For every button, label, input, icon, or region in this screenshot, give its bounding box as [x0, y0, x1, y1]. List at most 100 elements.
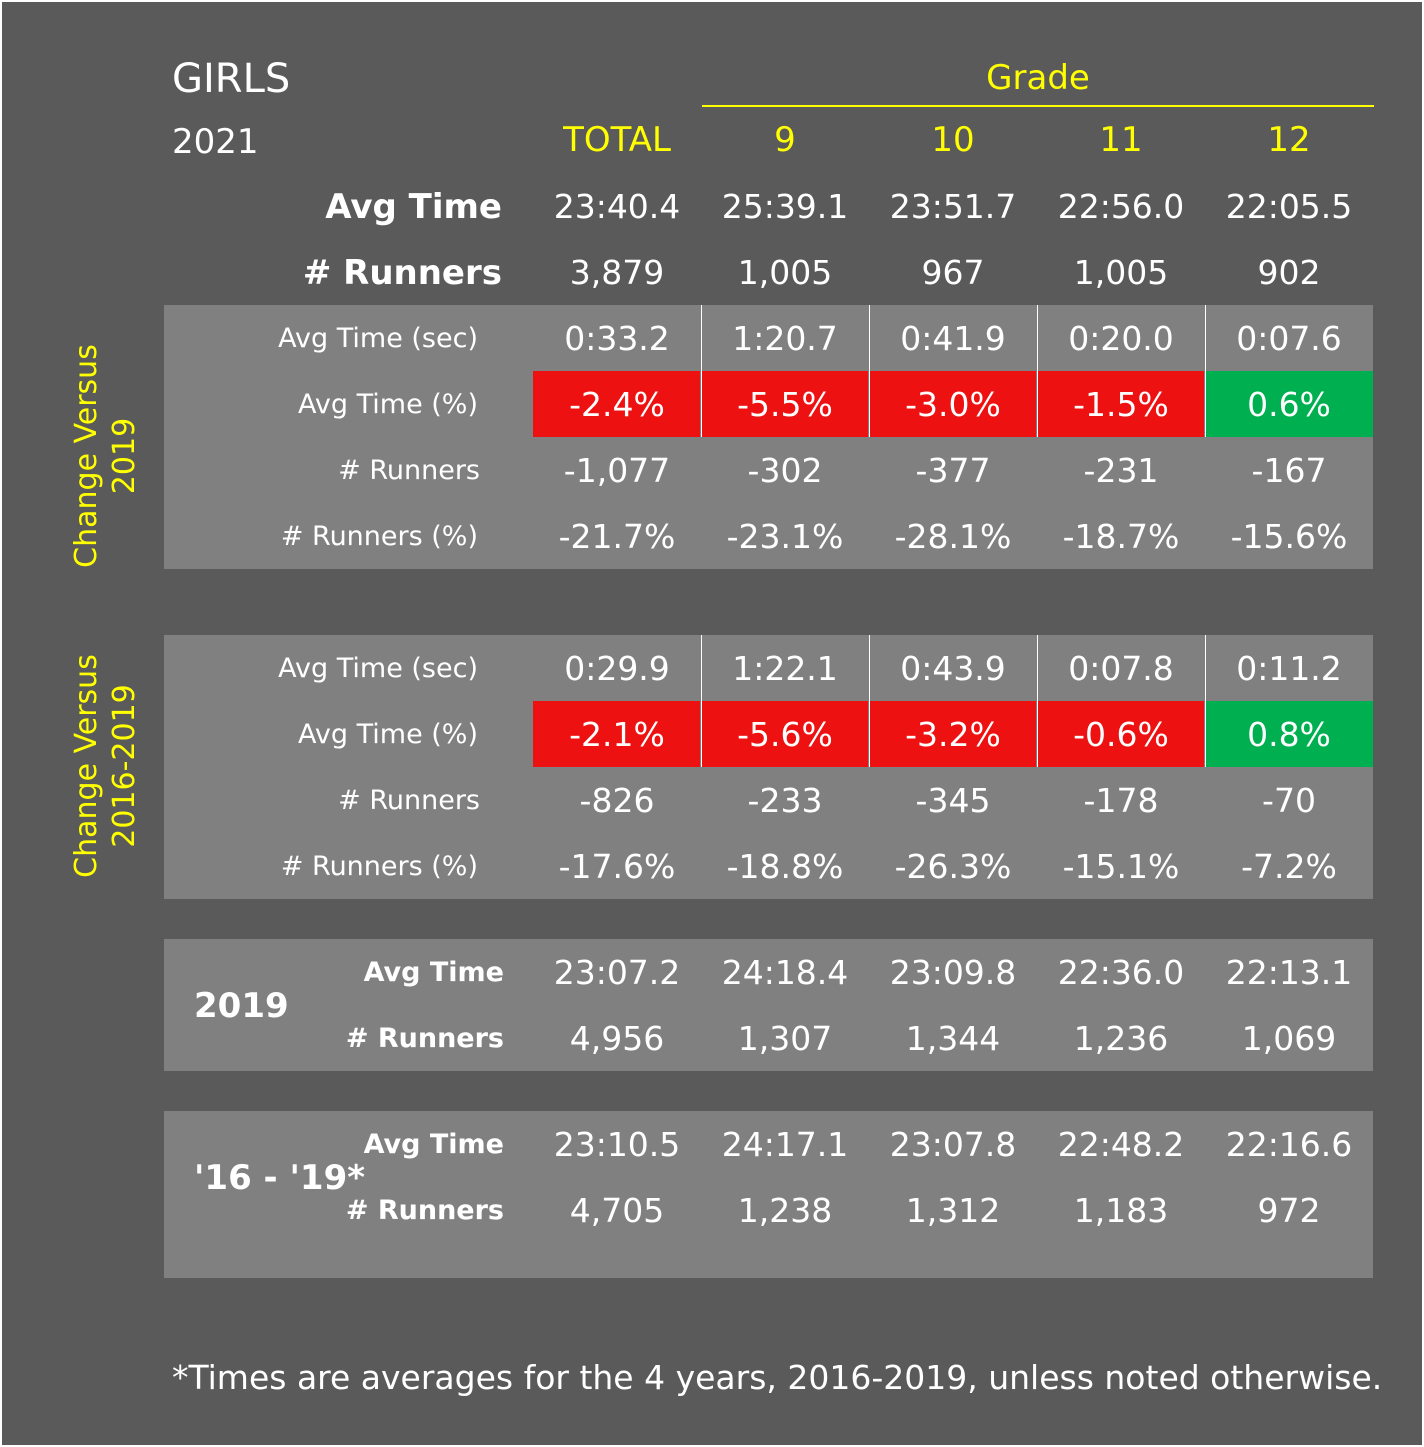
summary-runners: 1,005: [737, 253, 833, 292]
summary-avg-time: 22:56.0: [1057, 187, 1185, 226]
summary-avg-time: 23:40.4: [553, 187, 681, 226]
avg-time-label: Avg Time: [325, 187, 502, 227]
y2019-avg-time: 22:36.0: [1057, 953, 1185, 992]
column-divider: [869, 305, 870, 437]
block-label-2019: 2019: [194, 986, 289, 1026]
vs1619-runners: -826: [579, 781, 655, 820]
vs2019-avg-time-sec: 0:07.6: [1236, 319, 1342, 358]
column-divider: [1037, 635, 1038, 767]
y1619-avg-time: 23:10.5: [553, 1125, 681, 1164]
panel-change-vs-2016-2019: [164, 635, 1373, 899]
row-label: Avg Time (%): [298, 719, 478, 750]
y1619-runners: 4,705: [569, 1191, 665, 1230]
col-header-9: 9: [774, 120, 796, 160]
side-label-line1: Change Versus: [69, 654, 104, 878]
row-label: Avg Time (%): [298, 389, 478, 420]
panel-2016-2019: [164, 1111, 1373, 1278]
vs1619-avg-time-pct: -0.6%: [1073, 715, 1169, 754]
vs2019-avg-time-pct: 0.6%: [1247, 385, 1331, 424]
vs1619-avg-time-pct: -2.1%: [569, 715, 665, 754]
positive-cell-bg: [1205, 701, 1373, 767]
negative-cell-bg: [701, 371, 868, 437]
summary-avg-time: 23:51.7: [889, 187, 1017, 226]
summary-runners: 3,879: [569, 253, 665, 292]
column-divider: [1037, 305, 1038, 437]
grade-underline: [702, 105, 1374, 107]
side-label-line1: Change Versus: [69, 344, 104, 568]
vs2019-avg-time-sec: 1:20.7: [732, 319, 838, 358]
y2019-runners: 1,344: [905, 1019, 1001, 1058]
column-divider: [701, 305, 702, 437]
y1619-avg-time: 24:17.1: [721, 1125, 849, 1164]
vs1619-runners: -70: [1262, 781, 1316, 820]
row-label: # Runners: [338, 455, 480, 486]
vs2019-avg-time-pct: -1.5%: [1073, 385, 1169, 424]
vs2019-runners-pct: -18.7%: [1062, 517, 1180, 556]
vs2019-avg-time-pct: -5.5%: [737, 385, 833, 424]
vs1619-avg-time-sec: 0:29.9: [564, 649, 670, 688]
column-divider: [869, 635, 870, 767]
y1619-runners: 1,238: [737, 1191, 833, 1230]
y1619-avg-time: 22:48.2: [1057, 1125, 1185, 1164]
row-label: Avg Time (sec): [278, 653, 478, 684]
col-header-total: TOTAL: [563, 120, 671, 160]
row-label: # Runners: [345, 1195, 504, 1226]
vs1619-avg-time-pct: 0.8%: [1247, 715, 1331, 754]
row-label: Avg Time: [363, 1129, 504, 1160]
block-label-16-19: '16 - '19*: [194, 1158, 366, 1198]
vs1619-avg-time-pct: -5.6%: [737, 715, 833, 754]
y2019-runners: 1,069: [1241, 1019, 1337, 1058]
vs2019-runners: -167: [1251, 451, 1327, 490]
vs1619-runners: -345: [915, 781, 991, 820]
vs2019-avg-time-sec: 0:20.0: [1068, 319, 1174, 358]
vs2019-runners-pct: -28.1%: [894, 517, 1012, 556]
col-header-12: 12: [1267, 120, 1311, 160]
y1619-runners: 1,183: [1073, 1191, 1169, 1230]
negative-cell-bg: [869, 701, 1036, 767]
row-label: Avg Time: [363, 957, 504, 988]
vs2019-avg-time-sec: 0:41.9: [900, 319, 1006, 358]
negative-cell-bg: [533, 701, 700, 767]
summary-avg-time: 22:05.5: [1225, 187, 1353, 226]
vs1619-runners-pct: -18.8%: [726, 847, 844, 886]
summary-runners: 967: [921, 253, 985, 292]
y2019-avg-time: 22:13.1: [1225, 953, 1353, 992]
row-label: # Runners (%): [280, 851, 478, 882]
y2019-avg-time: 24:18.4: [721, 953, 849, 992]
vs1619-runners-pct: -26.3%: [894, 847, 1012, 886]
row-label: Avg Time (sec): [278, 323, 478, 354]
vs1619-runners: -233: [747, 781, 823, 820]
vs1619-avg-time-pct: -3.2%: [905, 715, 1001, 754]
grade-header: Grade: [986, 58, 1090, 98]
vs2019-runners: -377: [915, 451, 991, 490]
negative-cell-bg: [533, 371, 700, 437]
y2019-runners: 1,307: [737, 1019, 833, 1058]
side-label-line2: 2016-2019: [107, 684, 142, 848]
vs1619-avg-time-sec: 0:43.9: [900, 649, 1006, 688]
y1619-runners: 972: [1257, 1191, 1321, 1230]
vs2019-runners-pct: -15.6%: [1230, 517, 1348, 556]
positive-cell-bg: [1205, 371, 1373, 437]
y2019-avg-time: 23:09.8: [889, 953, 1017, 992]
y1619-avg-time: 22:16.6: [1225, 1125, 1353, 1164]
runners-label: # Runners: [302, 253, 502, 293]
vs2019-avg-time-sec: 0:33.2: [564, 319, 670, 358]
vs2019-runners: -302: [747, 451, 823, 490]
summary-runners: 902: [1257, 253, 1321, 292]
vs1619-runners: -178: [1083, 781, 1159, 820]
vs1619-avg-time-sec: 0:11.2: [1236, 649, 1342, 688]
y1619-runners: 1,312: [905, 1191, 1001, 1230]
vs2019-runners-pct: -23.1%: [726, 517, 844, 556]
summary-avg-time: 25:39.1: [721, 187, 849, 226]
vs1619-avg-time-sec: 0:07.8: [1068, 649, 1174, 688]
y2019-avg-time: 23:07.2: [553, 953, 681, 992]
year-label: 2021: [172, 122, 259, 162]
y2019-runners: 1,236: [1073, 1019, 1169, 1058]
col-header-11: 11: [1099, 120, 1143, 160]
vs2019-runners: -1,077: [563, 451, 671, 490]
vs1619-avg-time-sec: 1:22.1: [732, 649, 838, 688]
row-label: # Runners (%): [280, 521, 478, 552]
row-label: # Runners: [338, 785, 480, 816]
vs1619-runners-pct: -17.6%: [558, 847, 676, 886]
